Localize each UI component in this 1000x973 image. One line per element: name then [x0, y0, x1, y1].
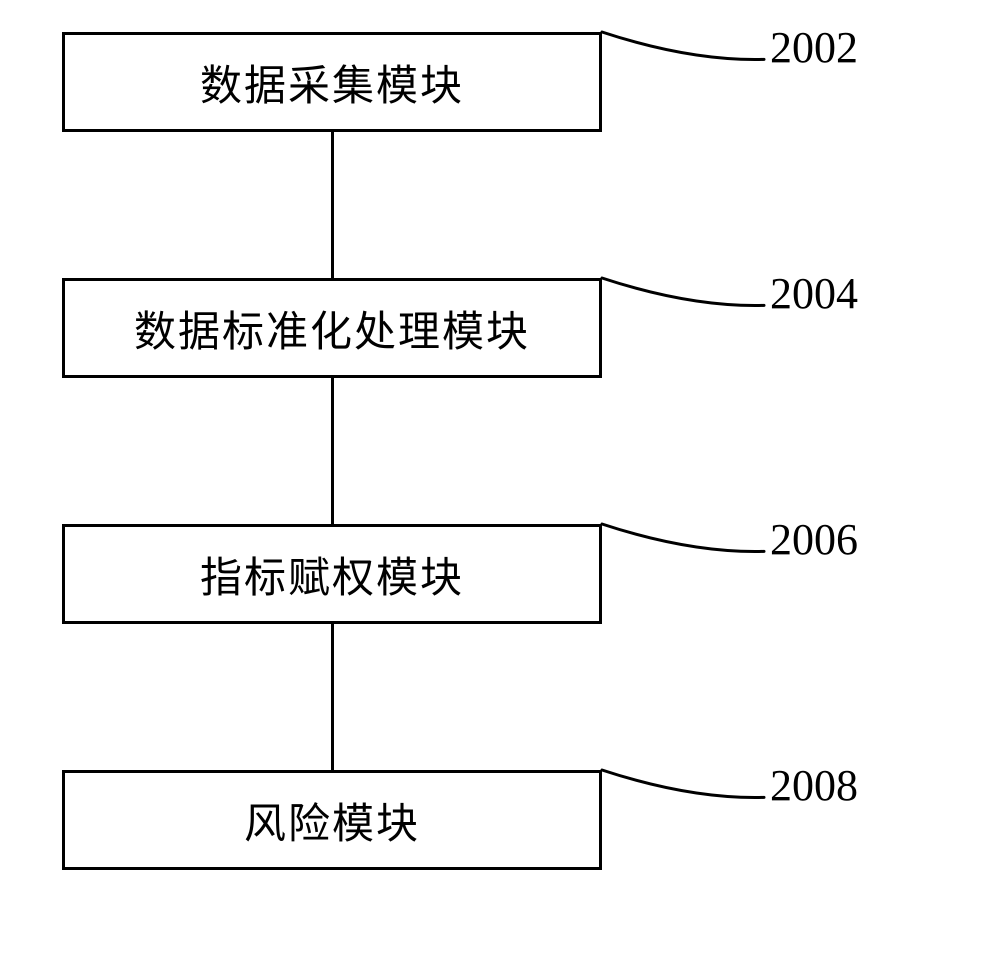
flow-node-n1: 数据采集模块 — [62, 32, 602, 132]
edge-n2-n3 — [331, 378, 334, 524]
edge-n1-n2 — [331, 132, 334, 278]
flow-node-n2: 数据标准化处理模块 — [62, 278, 602, 378]
callout-n2 — [598, 274, 768, 309]
callout-n3 — [598, 520, 768, 555]
flow-node-n4: 风险模块 — [62, 770, 602, 870]
edge-n3-n4 — [331, 624, 334, 770]
node-label-n3: 2006 — [770, 514, 858, 565]
node-label-n2: 2004 — [770, 268, 858, 319]
flowchart-canvas: 数据采集模块 2002 数据标准化处理模块 2004 指标赋权模块 2006 风险模块 200… — [0, 0, 1000, 973]
flow-node-n3: 指标赋权模块 — [62, 524, 602, 624]
node-label-n1: 2002 — [770, 22, 858, 73]
callout-n1 — [598, 28, 768, 63]
callout-n4 — [598, 766, 768, 801]
node-label-n4: 2008 — [770, 760, 858, 811]
